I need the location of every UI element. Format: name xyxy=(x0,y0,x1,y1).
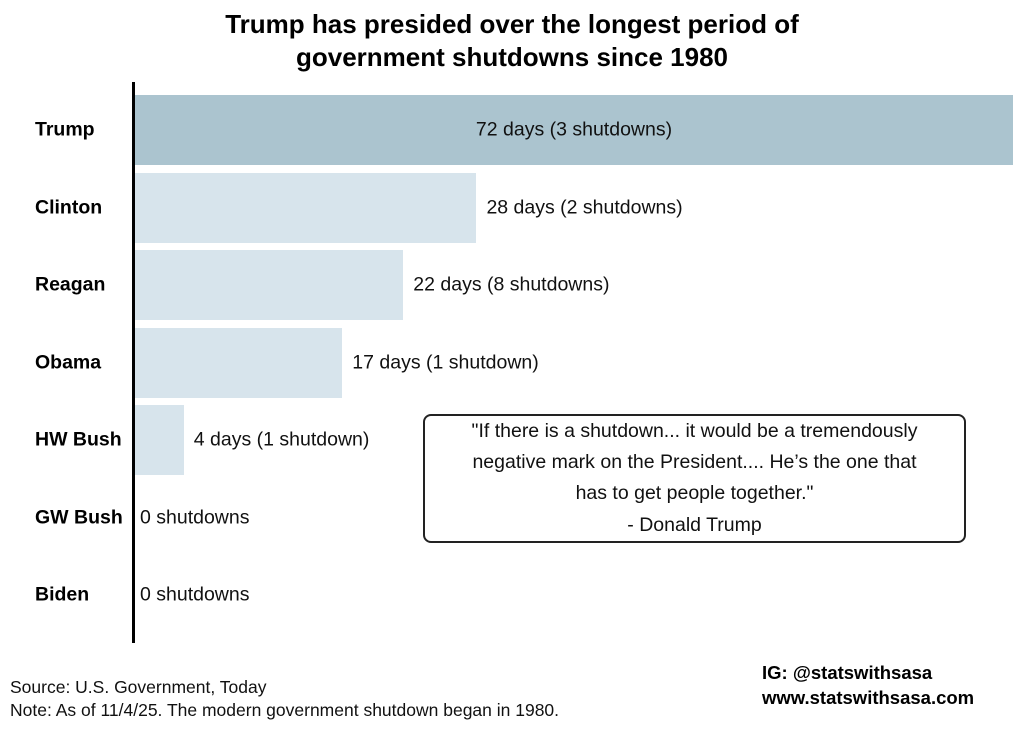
footer-credit: IG: @statswithsasa www.statswithsasa.com xyxy=(762,661,974,710)
bar-reagan xyxy=(135,250,404,320)
bar-value-label-gw-bush: 0 shutdowns xyxy=(140,506,250,528)
quote-line2: negative mark on the President.... He’s … xyxy=(472,451,917,474)
quote-attribution: - Donald Trump xyxy=(627,513,762,536)
category-label-hw-bush: HW Bush xyxy=(35,428,122,451)
category-label-obama: Obama xyxy=(35,351,102,373)
instagram-handle: IG: @statswithsasa xyxy=(762,662,933,683)
quote-line1: "If there is a shutdown... it would be a… xyxy=(471,420,918,442)
bar-value-label-hw-bush: 4 days (1 shutdown) xyxy=(193,428,370,451)
bar-value-label-clinton: 28 days (2 shutdowns) xyxy=(486,196,683,218)
chart-title-line2: government shutdowns since 1980 xyxy=(295,42,728,72)
bar-hw-bush xyxy=(135,405,184,475)
bar-trump xyxy=(135,95,1013,165)
chart-title-line1: Trump has presided over the longest peri… xyxy=(225,9,799,39)
bar-value-label-obama: 17 days (1 shutdown) xyxy=(352,351,539,373)
quote-box: "If there is a shutdown... it would be a… xyxy=(423,414,966,543)
bar-value-label-biden: 0 shutdowns xyxy=(140,583,250,606)
category-label-gw-bush: GW Bush xyxy=(35,506,123,528)
bar-value-label-trump: 72 days (3 shutdowns) xyxy=(475,118,673,141)
category-label-clinton: Clinton xyxy=(35,196,103,218)
y-axis-line xyxy=(132,82,135,643)
bar-clinton xyxy=(135,172,477,243)
bar-obama xyxy=(135,327,343,398)
source-text: Source: U.S. Government, Today xyxy=(10,677,267,697)
chart-title: Trump has presided over the longest peri… xyxy=(0,8,1024,74)
category-label-trump: Trump xyxy=(35,118,95,141)
category-label-biden: Biden xyxy=(35,583,90,606)
website-url: www.statswithsasa.com xyxy=(762,686,975,708)
quote-line3: has to get people together." xyxy=(575,482,814,505)
bar-value-label-reagan: 22 days (8 shutdowns) xyxy=(413,273,610,296)
note-text: Note: As of 11/4/25. The modern governme… xyxy=(10,700,560,720)
category-label-reagan: Reagan xyxy=(35,273,106,296)
footer-source-note: Source: U.S. Government, Today Note: As … xyxy=(10,676,559,722)
